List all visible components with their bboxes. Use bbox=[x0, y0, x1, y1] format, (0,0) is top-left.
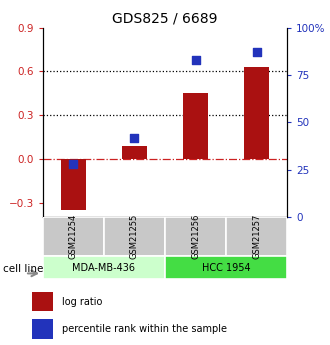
Bar bbox=[43, 217, 104, 256]
Bar bbox=[165, 256, 287, 279]
Bar bbox=[32, 319, 53, 339]
Title: GDS825 / 6689: GDS825 / 6689 bbox=[112, 11, 218, 25]
Point bbox=[71, 161, 76, 167]
Bar bbox=[122, 146, 147, 159]
Bar bbox=[244, 67, 269, 159]
Text: cell line: cell line bbox=[3, 264, 44, 274]
Bar bbox=[32, 292, 53, 311]
Text: log ratio: log ratio bbox=[62, 297, 102, 307]
Text: GSM21254: GSM21254 bbox=[69, 214, 78, 259]
Text: GSM21256: GSM21256 bbox=[191, 214, 200, 259]
Text: percentile rank within the sample: percentile rank within the sample bbox=[62, 324, 227, 334]
Point bbox=[193, 57, 198, 62]
Bar bbox=[226, 217, 287, 256]
Text: MDA-MB-436: MDA-MB-436 bbox=[73, 263, 135, 273]
Point bbox=[132, 135, 137, 140]
Bar bbox=[104, 217, 165, 256]
Text: HCC 1954: HCC 1954 bbox=[202, 263, 250, 273]
Text: GSM21257: GSM21257 bbox=[252, 214, 261, 259]
Bar bbox=[43, 256, 165, 279]
Bar bbox=[165, 217, 226, 256]
Text: GSM21255: GSM21255 bbox=[130, 214, 139, 259]
Bar bbox=[61, 159, 85, 210]
Point bbox=[254, 49, 259, 55]
Bar bbox=[183, 93, 208, 159]
